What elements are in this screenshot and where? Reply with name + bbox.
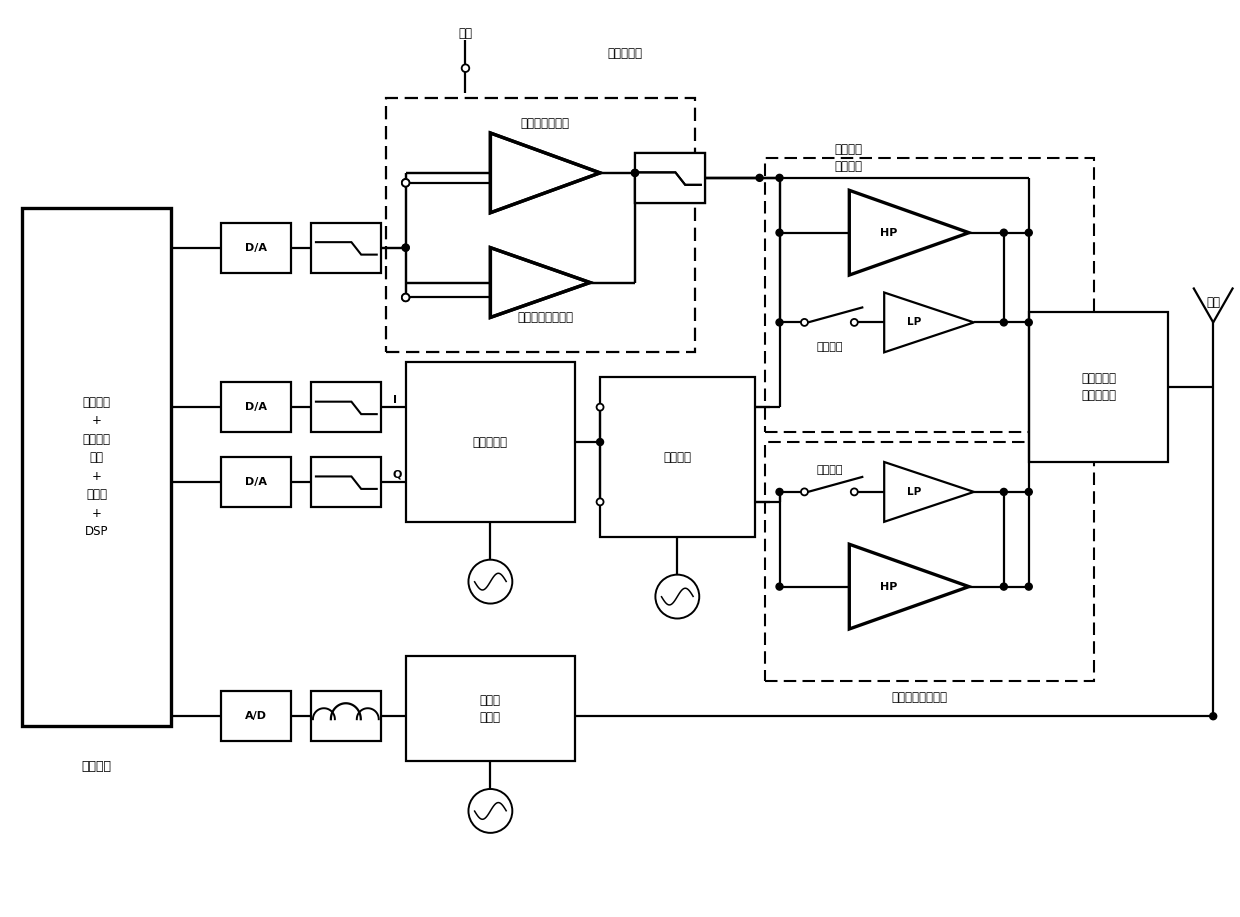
Bar [765,158,1094,432]
Circle shape [596,403,604,411]
Circle shape [1025,319,1032,326]
Circle shape [801,489,808,495]
Bar [221,457,291,507]
Text: 可重构式输
出匹配电路: 可重构式输 出匹配电路 [1081,372,1116,403]
Text: 下变频
调制器: 下变频 调制器 [480,694,501,724]
Text: 电源: 电源 [459,27,472,39]
Text: 高频段放大器模块: 高频段放大器模块 [892,691,947,704]
Circle shape [1001,583,1007,591]
Bar [221,223,291,272]
Circle shape [851,489,858,495]
Bar [765,442,1094,681]
Text: HP: HP [880,581,898,591]
Circle shape [756,174,763,182]
Text: 包络生成
+
调制信号
生成
+
预失真
+
DSP: 包络生成 + 调制信号 生成 + 预失真 + DSP [83,396,110,538]
Circle shape [776,583,782,591]
Text: 天线: 天线 [1207,296,1220,309]
Circle shape [596,498,604,505]
Text: 功率开关: 功率开关 [816,342,843,352]
Circle shape [776,489,782,495]
Circle shape [461,64,469,72]
Circle shape [1025,489,1032,495]
Circle shape [851,319,858,326]
Circle shape [631,170,639,176]
Text: A/D: A/D [246,712,267,721]
Text: HP: HP [880,227,898,238]
Text: 功率开关: 功率开关 [816,465,843,475]
Bar [311,382,381,432]
Circle shape [1001,229,1007,237]
Text: D/A: D/A [246,403,267,412]
Bar [311,457,381,507]
Text: 电源调制器: 电源调制器 [608,47,642,60]
Text: 正交调制器: 正交调制器 [472,436,508,448]
Bar [311,691,381,741]
Circle shape [776,319,782,326]
Text: 低频段放
大器模块: 低频段放 大器模块 [835,143,862,173]
Circle shape [1025,229,1032,237]
Circle shape [596,438,604,446]
Text: LP: LP [906,317,921,327]
Text: D/A: D/A [246,477,267,487]
Circle shape [776,229,782,237]
Circle shape [1001,319,1007,326]
Circle shape [1001,489,1007,495]
Circle shape [631,170,639,176]
Bar [311,223,381,272]
Circle shape [402,179,409,187]
Circle shape [402,244,409,251]
Bar [405,362,575,522]
Bar [405,657,575,761]
Text: Q: Q [393,470,402,480]
Bar [1029,313,1168,462]
Bar [635,153,704,203]
Circle shape [801,319,808,326]
Text: 频率开关: 频率开关 [663,450,692,463]
Circle shape [402,179,409,187]
Bar [600,377,755,536]
Bar [386,98,694,352]
Text: 数字基带: 数字基带 [82,759,112,772]
Circle shape [402,293,409,302]
Circle shape [1025,583,1032,591]
Text: 开关式包络放大器: 开关式包络放大器 [517,311,573,324]
Circle shape [776,174,782,182]
Text: D/A: D/A [246,243,267,253]
Bar [221,691,291,741]
Text: 线性包络放大器: 线性包络放大器 [521,116,569,129]
Circle shape [402,293,409,302]
Bar [22,208,171,726]
Text: I: I [393,395,397,405]
Bar [221,382,291,432]
Text: LP: LP [906,487,921,497]
Circle shape [1210,713,1216,720]
Bar [635,153,704,203]
Circle shape [402,244,409,251]
